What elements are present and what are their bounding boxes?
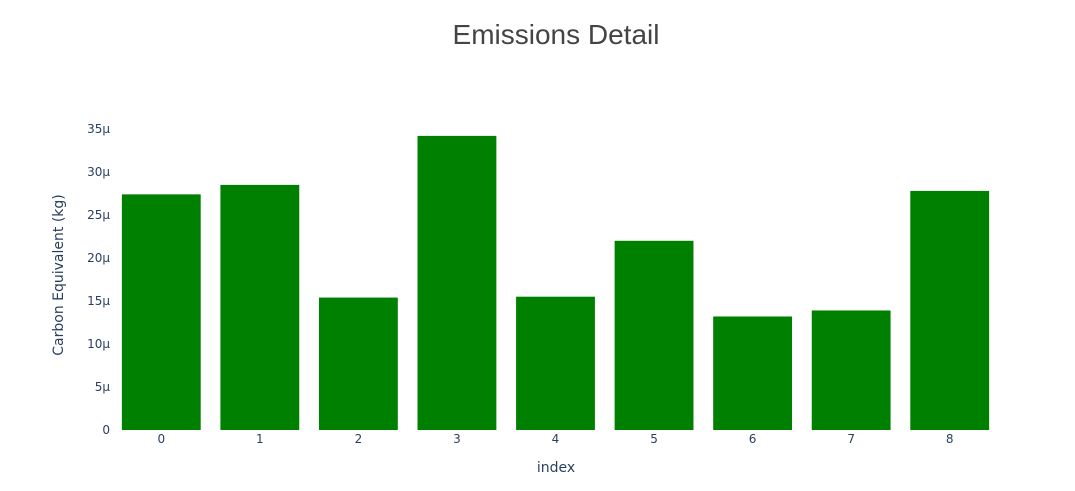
x-axis-ticks: 0 1 2 3 4 5 6 7 8 (157, 432, 953, 446)
y-tick-label: 10µ (87, 337, 110, 351)
x-tick-label: 2 (355, 432, 363, 446)
y-tick-label: 30µ (87, 165, 110, 179)
bar-4 (516, 296, 595, 430)
bar-5 (614, 240, 694, 430)
plot-area: 0 1 2 3 4 5 6 7 8 0 5µ 10µ 15µ 20µ 25µ 30µ 35µ (87, 122, 990, 446)
y-tick-label: 15µ (87, 294, 110, 308)
y-tick-label: 5µ (95, 380, 111, 394)
chart-title: Emissions Detail (453, 19, 660, 50)
y-axis-ticks: 0 5µ 10µ 15µ 20µ 25µ 30µ 35µ (87, 122, 110, 437)
bar-2 (318, 297, 398, 430)
x-tick-label: 4 (552, 432, 560, 446)
bars-group (121, 135, 990, 430)
bar-3 (417, 135, 497, 430)
y-tick-label: 25µ (87, 208, 110, 222)
x-axis-label: index (537, 460, 575, 476)
x-tick-label: 5 (650, 432, 658, 446)
x-tick-label: 1 (256, 432, 264, 446)
y-tick-label: 35µ (87, 122, 110, 136)
x-tick-label: 8 (946, 432, 954, 446)
bar-7 (811, 310, 891, 430)
bar-0 (121, 194, 201, 430)
bar-6 (713, 316, 793, 430)
x-tick-label: 3 (453, 432, 461, 446)
x-tick-label: 7 (847, 432, 855, 446)
y-tick-label: 20µ (87, 251, 110, 265)
y-tick-label: 0 (102, 423, 110, 437)
x-tick-label: 0 (157, 432, 165, 446)
y-axis-label: Carbon Equivalent (kg) (51, 194, 67, 355)
bar-1 (220, 184, 300, 430)
x-tick-label: 6 (749, 432, 757, 446)
bar-8 (910, 190, 990, 430)
